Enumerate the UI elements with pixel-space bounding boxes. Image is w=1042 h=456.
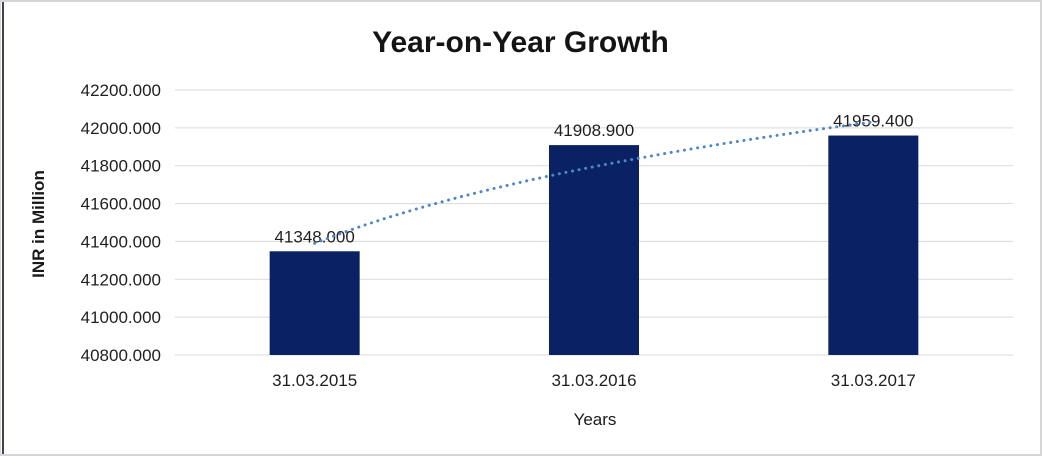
y-tick-label: 42000.000 <box>81 119 161 138</box>
bar <box>549 145 639 355</box>
y-tick-label: 41200.000 <box>81 270 161 289</box>
chart-title: Year-on-Year Growth <box>372 26 669 59</box>
x-axis-title: Years <box>573 410 617 429</box>
y-tick-label: 40800.000 <box>81 346 161 365</box>
bar-value-label: 41908.900 <box>554 121 634 140</box>
x-category-label: 31.03.2015 <box>272 371 357 390</box>
y-axis-title: INR in Million <box>29 170 48 278</box>
bar-value-label: 41348.000 <box>274 227 354 246</box>
left-edge-border <box>2 2 4 454</box>
y-tick-label: 41600.000 <box>81 195 161 214</box>
bar <box>269 251 360 355</box>
x-category-label: 31.03.2016 <box>551 371 636 390</box>
x-category-label: 31.03.2017 <box>831 371 916 390</box>
bar-value-label: 41959.400 <box>833 112 913 131</box>
y-tick-label: 41800.000 <box>81 157 161 176</box>
y-tick-label: 42200.000 <box>81 81 161 100</box>
bar <box>828 135 919 355</box>
y-tick-label: 41000.000 <box>81 308 161 327</box>
y-tick-label: 41400.000 <box>81 232 161 251</box>
